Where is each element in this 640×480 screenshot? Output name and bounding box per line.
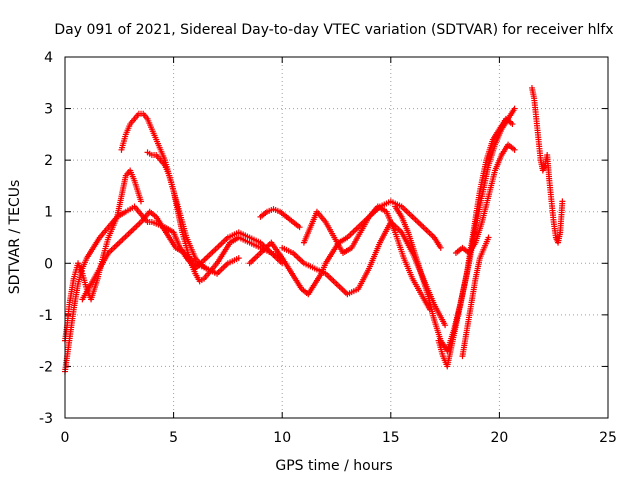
y-tick-label: 1: [44, 205, 53, 221]
data-point: [437, 244, 444, 251]
series-track-14: [528, 84, 566, 246]
y-tick-label: 4: [44, 50, 53, 66]
data-point: [511, 105, 518, 112]
y-tick-label: -2: [39, 359, 53, 375]
y-tick-label: 2: [44, 153, 53, 169]
data-point: [509, 121, 516, 128]
series-track-12: [452, 141, 518, 256]
series-track-6: [257, 206, 303, 231]
y-tick-label: -3: [39, 411, 53, 427]
x-tick-label: 0: [61, 430, 70, 446]
chart-title: Day 091 of 2021, Sidereal Day-to-day VTE…: [54, 22, 613, 38]
data-point: [442, 322, 449, 329]
series-track-3: [118, 110, 242, 277]
data-point: [485, 234, 492, 241]
x-tick-label: 25: [599, 430, 617, 446]
x-tick-label: 10: [273, 430, 291, 446]
x-tick-labels: 0 5 10 15 20 25: [61, 430, 617, 446]
x-tick-label: 5: [169, 430, 178, 446]
data-point: [214, 270, 221, 277]
data-points: [62, 84, 566, 375]
series-track-4: [79, 208, 221, 303]
y-tick-label: 0: [44, 256, 53, 272]
data-point: [296, 224, 303, 231]
plot-frame: [64, 56, 609, 419]
y-tick-label: 3: [44, 102, 53, 118]
data-point: [138, 198, 145, 205]
data-point: [235, 255, 242, 262]
series-track-5: [144, 149, 286, 285]
data-point: [559, 198, 566, 205]
y-tick-labels: -3 -2 -1 0 1 2 3 4: [39, 50, 53, 427]
data-point: [511, 146, 518, 153]
x-axis-label: GPS time / hours: [275, 458, 392, 474]
series-track-9: [300, 203, 433, 313]
series-track-13: [459, 234, 492, 360]
y-tick-label: -1: [39, 308, 53, 324]
x-tick-label: 20: [490, 430, 508, 446]
series-track-2: [62, 167, 145, 344]
y-axis-label: SDTVAR / TECUs: [7, 180, 23, 295]
x-tick-label: 15: [382, 430, 400, 446]
